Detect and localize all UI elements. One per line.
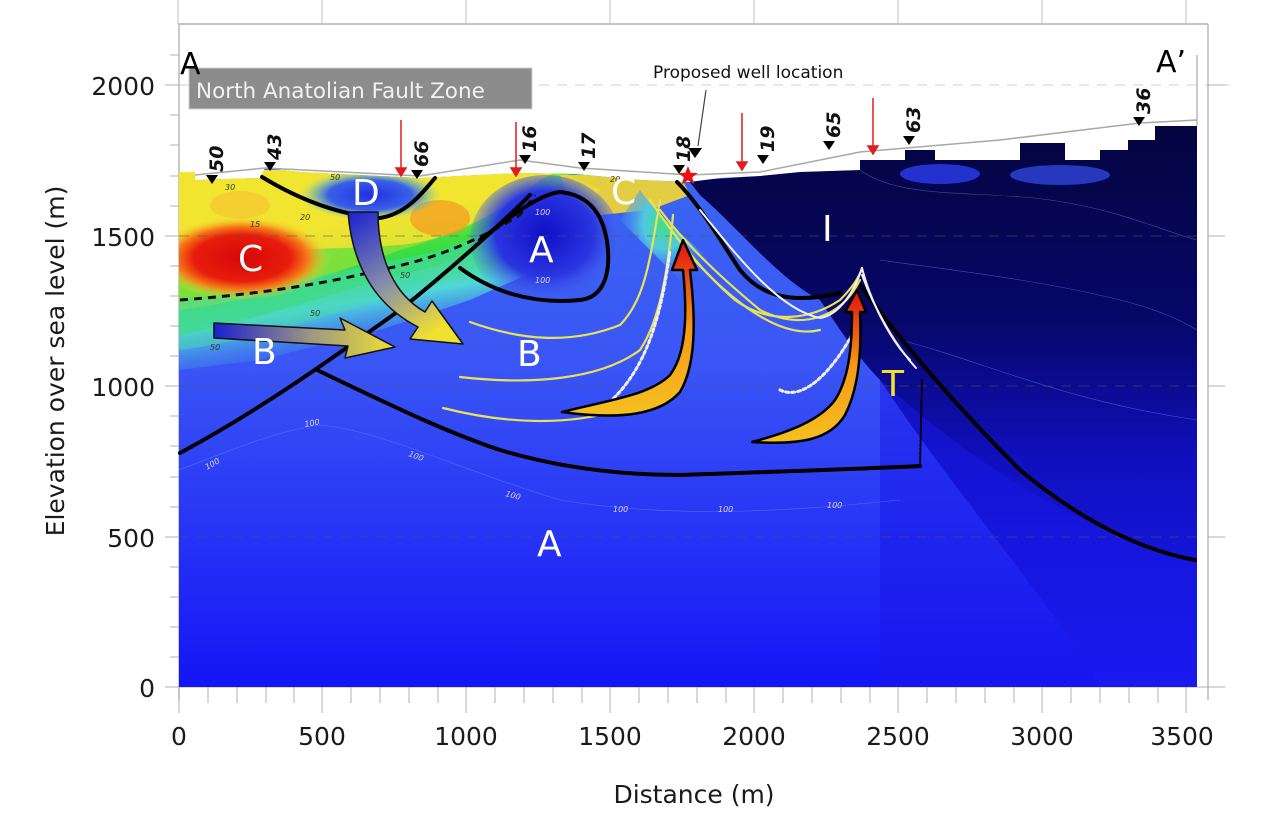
- station-18: 18: [673, 136, 695, 162]
- y-tick-labels: 2000 1500 1000 500 0: [91, 72, 155, 703]
- svg-text:20: 20: [300, 213, 310, 222]
- zone-label-A-center: A: [529, 230, 554, 271]
- zone-label-I: I: [822, 209, 833, 250]
- svg-text:100: 100: [827, 501, 842, 510]
- top-axis: [177, 0, 1208, 25]
- svg-text:1000: 1000: [434, 722, 498, 751]
- svg-text:1500: 1500: [578, 722, 642, 751]
- y-axis-ticks: [165, 54, 1225, 688]
- station-66: 66: [411, 141, 433, 167]
- svg-text:50: 50: [330, 173, 340, 182]
- svg-text:1000: 1000: [91, 373, 155, 402]
- zone-labels: C D A C I B B T A: [238, 172, 905, 565]
- banner-text: North Anatolian Fault Zone: [196, 79, 485, 104]
- zone-label-A-bottom: A: [537, 524, 562, 565]
- station-16: 16: [519, 126, 541, 152]
- resistivity-field: [179, 126, 1197, 687]
- inflow-arrow-curved: [347, 211, 464, 345]
- svg-text:100: 100: [535, 276, 550, 285]
- y-axis-title: Elevation over sea level (m): [41, 186, 70, 537]
- station-markers: [206, 117, 1145, 184]
- inflow-arrow-horizontal: [213, 317, 396, 359]
- red-arrows: [394, 98, 880, 178]
- upflow-arrow-right: [750, 288, 868, 445]
- upflow-arrow-center: [560, 238, 699, 417]
- svg-text:100: 100: [535, 208, 550, 217]
- station-43: 43: [264, 134, 286, 161]
- station-labels: 50 43 66 16 17 18 19 65 63 36: [206, 88, 1155, 172]
- zone-label-B-left: B: [252, 332, 277, 373]
- svg-text:15: 15: [250, 220, 260, 229]
- svg-text:2000: 2000: [91, 72, 155, 101]
- svg-text:1500: 1500: [91, 223, 155, 252]
- x-axis-ticks: [178, 686, 1208, 713]
- x-tick-labels: 0 500 1000 1500 2000 2500 3000 3500: [171, 722, 1214, 751]
- svg-text:50: 50: [400, 271, 410, 280]
- well-annotation: Proposed well location: [653, 63, 843, 83]
- well-star-icon: [678, 166, 698, 185]
- svg-text:30: 30: [225, 183, 235, 192]
- station-17: 17: [578, 132, 600, 159]
- zone-label-C-left: C: [238, 239, 263, 280]
- svg-text:50: 50: [310, 309, 320, 318]
- zone-label-B-center: B: [517, 334, 542, 375]
- station-63: 63: [903, 107, 925, 133]
- svg-text:100: 100: [504, 489, 521, 502]
- proposed-well: Proposed well location: [653, 63, 843, 185]
- station-19: 19: [757, 126, 779, 152]
- section-start-label: A: [180, 47, 201, 82]
- section-end-label: A’: [1156, 45, 1186, 80]
- zone-label-D: D: [352, 173, 380, 214]
- x-axis-title: Distance (m): [613, 780, 774, 809]
- svg-text:0: 0: [139, 674, 155, 703]
- station-36: 36: [1133, 88, 1155, 114]
- svg-text:3000: 3000: [1010, 722, 1074, 751]
- station-50: 50: [206, 146, 228, 172]
- svg-text:0: 0: [171, 722, 187, 751]
- svg-text:3500: 3500: [1150, 722, 1214, 751]
- svg-text:100: 100: [613, 505, 628, 514]
- fluid-flow-lines-white: [598, 209, 917, 412]
- zone-label-T: T: [881, 364, 905, 405]
- svg-text:100: 100: [718, 505, 733, 514]
- zone-label-C-center: C: [611, 172, 636, 213]
- svg-text:50: 50: [210, 343, 220, 352]
- station-65: 65: [823, 112, 845, 138]
- fault-zone-banner: North Anatolian Fault Zone: [188, 67, 533, 110]
- svg-text:500: 500: [107, 524, 155, 553]
- svg-text:20: 20: [610, 175, 620, 184]
- svg-text:2500: 2500: [866, 722, 930, 751]
- svg-text:2000: 2000: [722, 722, 786, 751]
- svg-text:500: 500: [298, 722, 346, 751]
- svg-text:100: 100: [304, 417, 321, 429]
